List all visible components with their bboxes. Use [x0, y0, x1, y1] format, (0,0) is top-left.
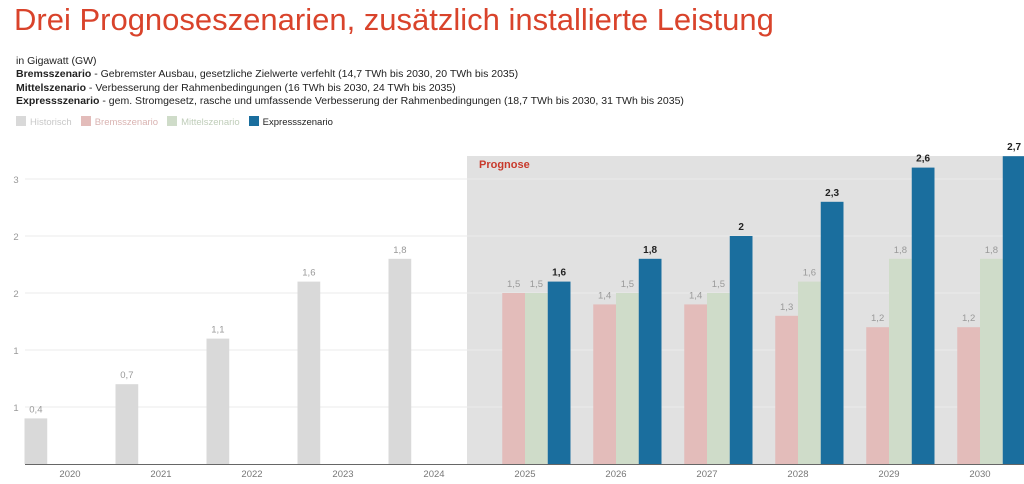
chart-title: Drei Prognoseszenarien, zusätzlich insta…: [14, 2, 774, 37]
data-label: 1,6: [552, 268, 566, 279]
data-label: 1,2: [962, 313, 975, 324]
bar-mittelszenario-2025: [525, 293, 548, 464]
y-tick-label: 2: [13, 232, 18, 243]
legend-item-historisch[interactable]: Historisch: [16, 116, 72, 128]
data-label: 1,2: [871, 313, 884, 324]
data-label: 1,1: [211, 325, 224, 336]
legend-item-mittel[interactable]: Mittelszenario: [167, 116, 240, 128]
data-label: 1,8: [393, 245, 406, 256]
legend: Historisch Bremsszenario Mittelszenario …: [16, 116, 333, 128]
data-label: 2,7: [1007, 142, 1021, 153]
x-tick-label: 2028: [787, 469, 808, 480]
data-label: 1,5: [530, 279, 543, 290]
y-tick-label: 1: [13, 346, 18, 357]
bar-mittelszenario-2026: [616, 293, 639, 464]
bar-bremsszenario-2030: [957, 327, 980, 464]
bar-expressszenario-2027: [729, 236, 753, 464]
data-label: 1,5: [712, 279, 725, 290]
bar-mittelszenario-2030: [980, 258, 1003, 464]
data-label: 1,5: [621, 279, 634, 290]
bar-expressszenario-2030: [1002, 156, 1024, 464]
data-label: 2: [738, 222, 744, 233]
y-tick-label: 2: [13, 289, 18, 300]
data-label: 1,8: [985, 245, 998, 256]
bar-expressszenario-2026: [638, 258, 662, 464]
chart-subtitle: in Gigawatt (GW) Bremsszenario - Gebrems…: [16, 55, 684, 109]
bar-historisch-2020: [24, 418, 48, 464]
data-label: 1,3: [780, 302, 793, 313]
legend-item-brems[interactable]: Bremsszenario: [80, 116, 158, 128]
x-tick-label: 2030: [969, 469, 990, 480]
bar-mittelszenario-2028: [798, 281, 821, 464]
bar-expressszenario-2025: [547, 281, 571, 464]
data-label: 2,6: [916, 154, 930, 165]
x-tick-label: 2020: [59, 469, 80, 480]
x-tick-label: 2022: [241, 469, 262, 480]
data-label: 0,4: [29, 404, 42, 415]
x-tick-label: 2027: [696, 469, 717, 480]
data-label: 0,7: [120, 370, 133, 381]
data-label: 1,8: [643, 245, 657, 256]
bar-historisch-2023: [297, 281, 321, 464]
bar-bremsszenario-2025: [502, 293, 525, 464]
data-label: 1,4: [689, 290, 702, 301]
bar-historisch-2021: [115, 384, 139, 464]
bar-bremsszenario-2026: [593, 304, 616, 464]
bar-mittelszenario-2029: [889, 258, 912, 464]
desc-mittel: Mittelszenario - Verbesserung der Rahmen…: [16, 81, 456, 94]
x-tick-label: 2025: [514, 469, 535, 480]
prognose-label: Prognose: [479, 159, 530, 171]
bar-mittelszenario-2027: [707, 293, 730, 464]
y-tick-label: 1: [13, 403, 18, 414]
data-label: 1,5: [507, 279, 520, 290]
data-label: 1,6: [302, 268, 315, 279]
bar-bremsszenario-2028: [775, 315, 798, 464]
bar-bremsszenario-2027: [684, 304, 707, 464]
x-tick-label: 2029: [878, 469, 899, 480]
unit-label: in Gigawatt (GW): [16, 55, 97, 67]
x-tick-label: 2026: [605, 469, 626, 480]
desc-express: Expressszenario - gem. Stromgesetz, rasc…: [16, 95, 684, 108]
bar-bremsszenario-2029: [866, 327, 889, 464]
bar-historisch-2024: [388, 258, 412, 464]
x-tick-label: 2023: [332, 469, 353, 480]
data-label: 1,6: [803, 268, 816, 279]
x-tick-label: 2024: [423, 469, 444, 480]
y-tick-label: 3: [13, 175, 18, 186]
data-label: 1,8: [894, 245, 907, 256]
legend-item-express[interactable]: Expressszenario: [248, 116, 333, 128]
data-label: 1,4: [598, 290, 611, 301]
bar-expressszenario-2029: [911, 167, 935, 464]
bar-expressszenario-2028: [820, 201, 844, 465]
x-tick-label: 2021: [150, 469, 171, 480]
data-label: 2,3: [825, 188, 839, 199]
bar-historisch-2022: [206, 338, 230, 464]
desc-brems: Bremsszenario - Gebremster Ausbau, geset…: [16, 68, 519, 81]
